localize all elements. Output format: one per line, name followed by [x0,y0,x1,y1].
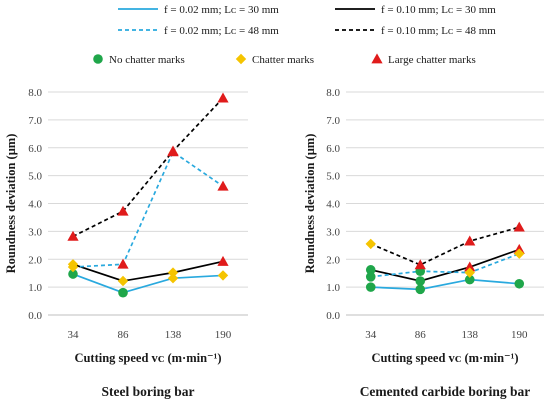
x-tick-label: 86 [118,329,130,341]
legend-label-yellow: Chatter marks [252,54,314,66]
data-point-s4-red [217,92,229,103]
data-point-s4-yellow [365,238,376,250]
series-line-s3 [370,252,520,278]
y-tick-label: 6.0 [326,143,340,155]
y-tick-label: 7.0 [326,115,340,127]
y-tick-label: 4.0 [326,199,340,211]
x-tick-label: 190 [215,329,232,341]
legend-label-s3: f = 0.02 mm; Lᴄ = 48 mm [164,25,279,37]
y-axis-title: Roundness deviation (μm) [4,134,18,274]
x-tick-label: 138 [462,329,479,341]
y-tick-label: 8.0 [326,87,340,99]
series-line-s1 [370,278,520,291]
data-point-s1-green [118,287,128,298]
data-point-s4-red [67,230,79,241]
data-point-s1-green [68,269,78,279]
data-point-s4-red [117,205,129,216]
x-tick-label: 86 [415,329,427,341]
y-tick-label: 1.0 [28,282,42,294]
y-tick-label: 7.0 [28,115,42,127]
data-point-s3-red [117,258,129,269]
legend: f = 0.02 mm; Lᴄ = 30 mm f = 0.10 mm; Lᴄ =… [93,4,496,66]
y-tick-label: 4.0 [28,199,42,211]
series-line-s2 [370,248,520,282]
carbide-boring-bar-chart: 0.0 1.0 2.0 3.0 4.0 5.0 6.0 7.0 8.0 34 86 138 190 Rou… [303,87,544,399]
series-line-s4 [370,226,520,266]
data-point-s3-red [217,180,229,191]
y-tick-label: 5.0 [28,171,42,183]
legend-marker-red-icon [371,53,383,64]
y-tick-label: 3.0 [326,226,340,238]
data-point-s2-red [464,261,476,272]
data-point-s4-red [414,259,426,270]
y-tick-label: 1.0 [326,282,340,294]
steel-boring-bar-chart: 0.0 1.0 2.0 3.0 4.0 5.0 6.0 7.0 8.0 34 86 138 190 Rou… [4,87,248,399]
y-tick-label: 3.0 [28,226,42,238]
data-point-s4-red [167,145,179,156]
data-point-s2-red [217,255,229,266]
data-point-s4-red [513,221,525,232]
y-tick-label: 0.0 [326,310,340,322]
x-tick-label: 190 [511,329,528,341]
data-point-s3-yellow [67,261,79,273]
data-point-s2-green [415,276,426,286]
data-point-s3-yellow [464,267,475,278]
x-tick-label: 34 [68,329,80,341]
y-tick-label: 6.0 [28,143,42,155]
chart-caption: Cemented carbide boring bar [360,384,531,399]
y-tick-label: 5.0 [326,171,340,183]
legend-label-s4: f = 0.10 mm; Lᴄ = 48 mm [381,25,496,37]
legend-label-s1: f = 0.02 mm; Lᴄ = 30 mm [164,4,279,16]
y-tick-label: 8.0 [28,87,42,99]
data-point-s3-yellow [514,248,525,259]
legend-label-red: Large chatter marks [388,54,476,66]
x-tick-label: 138 [165,329,182,341]
chart-caption: Steel boring bar [102,384,195,399]
x-axis-title: Cutting speed vᴄ (m·min⁻¹) [74,351,221,365]
x-axis-title: Cutting speed vᴄ (m·min⁻¹) [371,351,518,365]
y-tick-label: 2.0 [326,254,340,266]
data-point-s2-green [365,265,376,275]
legend-marker-yellow-icon [235,53,247,65]
data-point-s1-yellow [167,273,179,284]
data-point-s2-yellow [117,275,129,287]
data-point-s3-green [365,272,376,282]
data-point-s2-yellow [167,267,179,278]
data-point-s1-green [365,282,376,292]
legend-label-green: No chatter marks [109,54,185,66]
data-point-s1-yellow [217,270,229,281]
legend-label-s2: f = 0.10 mm; Lᴄ = 30 mm [381,4,496,16]
y-tick-label: 0.0 [28,310,42,322]
data-point-s1-green [464,274,475,285]
x-tick-label: 34 [365,329,377,341]
series-line-s3 [72,150,224,268]
y-axis-title: Roundness deviation (μm) [303,134,317,274]
series-line-s1 [72,273,224,294]
data-point-s1-green [415,284,426,295]
legend-marker-green-icon [93,54,103,64]
data-point-s4-red [464,235,476,246]
series-line-s4 [72,97,224,238]
y-tick-label: 2.0 [28,254,42,266]
series-line-s2 [72,260,224,282]
data-point-s1-green [514,278,525,289]
